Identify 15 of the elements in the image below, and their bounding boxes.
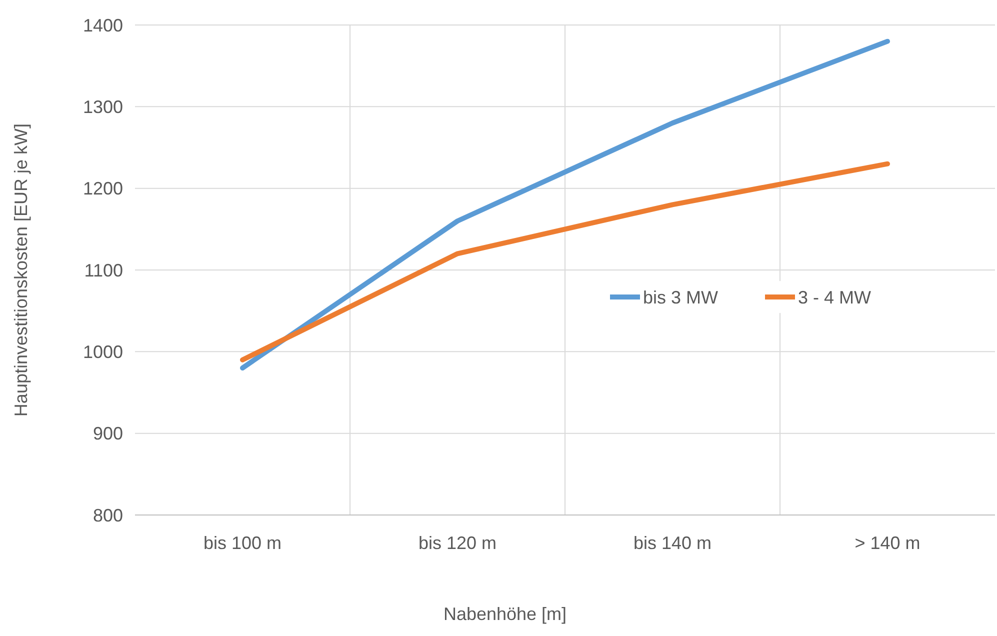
y-tick-label: 1400 — [82, 15, 123, 36]
x-tick-label: bis 100 m — [203, 533, 282, 553]
y-tick-label: 1000 — [82, 342, 123, 362]
x-axis-title: Nabenhöhe [m] — [443, 604, 567, 624]
x-tick-label: > 140 m — [854, 533, 920, 553]
y-tick-label: 1100 — [84, 260, 123, 280]
y-tick-label: 1200 — [82, 178, 123, 199]
y-tick-label: 800 — [92, 505, 123, 526]
legend-label: bis 3 MW — [643, 287, 718, 308]
legend-label: 3 - 4 MW — [798, 287, 872, 308]
x-tick-label: bis 120 m — [418, 533, 497, 553]
y-axis-title: Hauptinvestitionskosten [EUR je kW] — [11, 123, 31, 417]
y-tick-label: 900 — [92, 424, 123, 444]
x-tick-label: bis 140 m — [633, 533, 712, 553]
y-tick-label: 1300 — [82, 96, 123, 117]
